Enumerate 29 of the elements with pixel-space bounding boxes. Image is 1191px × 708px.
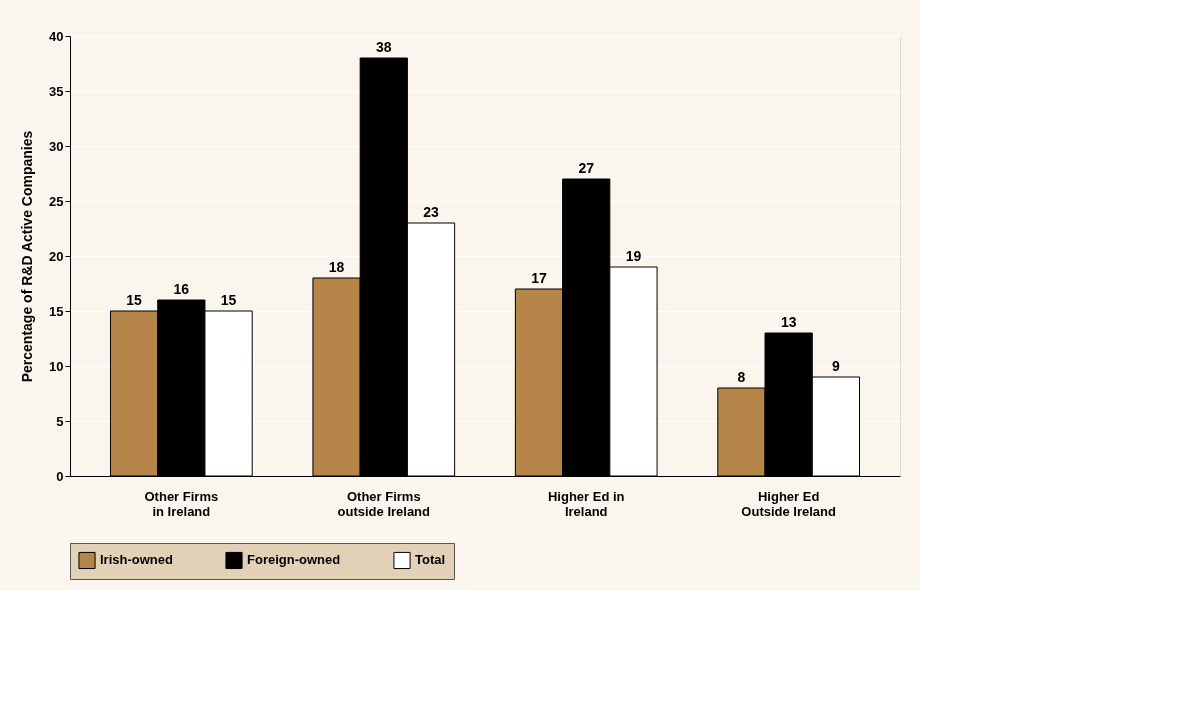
y-tick-label: 5 [56,413,64,429]
y-tick-label: 35 [49,83,64,99]
y-tick-label: 10 [49,358,64,374]
data-label: 17 [531,270,547,286]
data-label: 13 [780,314,797,330]
data-label: 27 [578,160,595,176]
data-label: 15 [220,292,237,308]
y-tick-label: 20 [49,248,64,264]
x-tick-label: Higher Ed in Ireland [547,488,625,519]
legend-label: Total [415,552,446,568]
x-tick-label: Other Firms outside Ireland [337,488,431,519]
data-label: 15 [126,292,143,308]
y-tick-label: 40 [49,28,64,44]
y-tick-label: 15 [49,303,64,319]
y-axis-title: Percentage of R&D Active Companies [19,130,36,383]
data-label: 8 [737,369,746,385]
data-label: 18 [328,259,345,275]
y-tick-label: 25 [49,193,64,209]
x-tick-label: Higher Ed Outside Ireland [741,488,837,519]
legend-label: Foreign-owned [247,552,341,568]
data-label: 19 [625,248,642,264]
y-tick-label: 0 [56,468,64,484]
data-label: 38 [375,39,392,55]
legend-label: Irish-owned [100,552,174,568]
data-label: 23 [423,204,440,220]
data-label: 9 [832,358,840,374]
y-tick-label: 30 [49,138,64,154]
data-label: 16 [173,281,190,297]
x-tick-label: Other Firms in Ireland [144,488,219,519]
